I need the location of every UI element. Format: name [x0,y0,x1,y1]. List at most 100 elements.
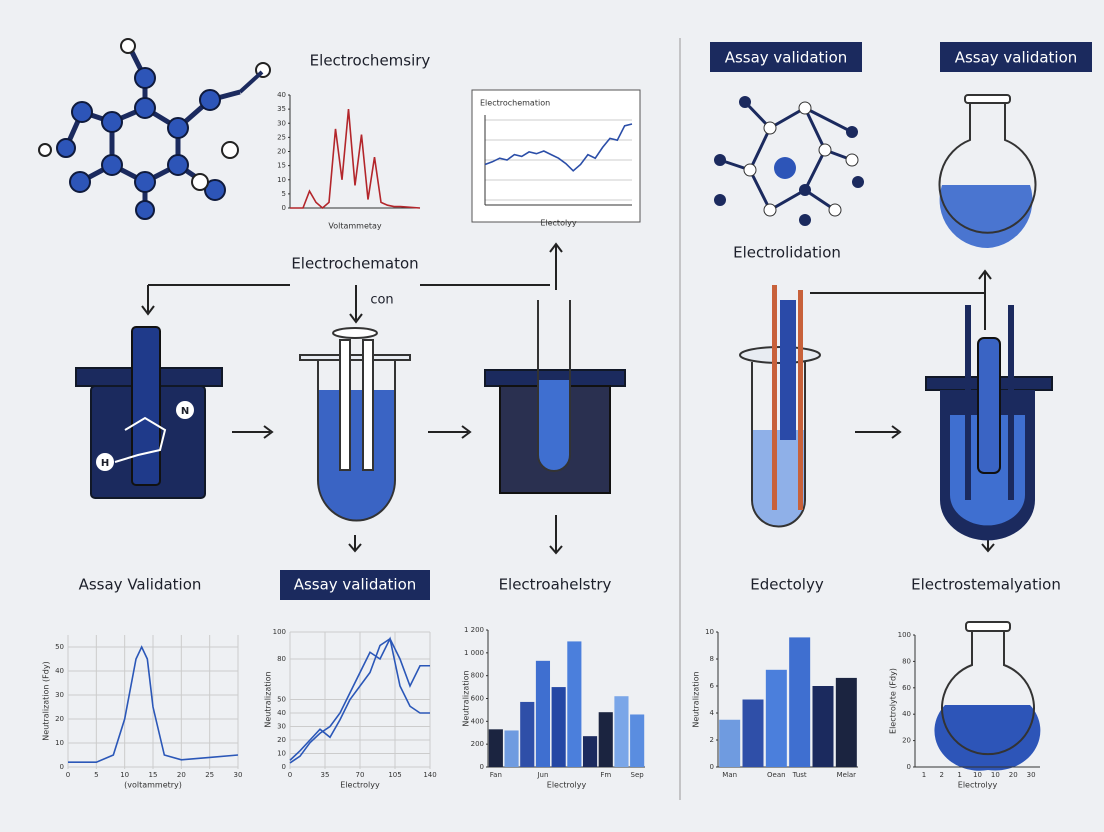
y-tick-label: 0 [710,763,714,771]
x-tick-label: 20 [177,771,186,779]
y-tick-label: 2 [710,736,714,744]
bar [742,699,764,767]
bar [535,660,551,767]
decor: N H [38,38,1092,800]
x-tick-label: 20 [1009,771,1018,779]
y-tick-label: 80 [902,657,911,665]
y-tick-label: 60 [902,684,911,692]
y-tick-label: 6 [710,682,715,690]
y-tick-label: 0 [480,763,484,771]
x-tick-label: 140 [423,771,436,779]
y-tick-label: 10 [705,628,714,636]
x-tick-label: 0 [288,771,292,779]
y-tick-label: 80 [277,655,286,663]
y-tick-label: 10 [277,176,286,184]
y-tick-label: 50 [55,643,64,651]
y-tick-label: 0 [907,763,911,771]
y-tick-label: 30 [55,691,64,699]
x-tick-label: 10 [973,771,982,779]
bar [582,736,598,767]
x-tick-label: Oean [767,771,786,779]
x-tick-label: 1 [957,771,961,779]
svg-text:N: N [181,406,189,417]
x-tick-label: 35 [321,771,330,779]
bar [520,701,535,767]
x-tick-label: Fm [600,771,611,779]
x-tick-label: 105 [388,771,401,779]
line [290,109,421,210]
y-axis-label: Neutralization [264,671,273,727]
y-tick-label: 200 [471,740,484,748]
box-label: Assay validation [725,49,848,67]
y-tick-label: 20 [277,148,286,156]
label: Electrolidation [733,244,841,262]
svg-text:H: H [101,458,109,469]
x-axis-label: Electrolyy [547,781,587,790]
bar [598,712,613,767]
x-tick-label: 1 [922,771,926,779]
bar [504,730,519,767]
y-tick-label: 0 [60,763,64,771]
y-tick-label: 15 [277,162,286,170]
y-tick-label: 1 000 [464,649,484,657]
x-tick-label: Sep [631,771,645,779]
y-axis-label: Neutralization [692,671,701,727]
x-tick-label: 10 [991,771,1000,779]
y-tick-label: 5 [282,190,286,198]
y-axis-label: Neutralization [462,670,471,726]
x-tick-label: 70 [356,771,365,779]
label: Electrostemalyation [911,576,1061,594]
chart-title: Electrochemation [480,99,550,108]
y-tick-label: 40 [902,710,911,718]
y-tick-label: 20 [55,715,64,723]
x-tick-label: Jun [536,771,548,779]
label: Electrochematon [291,255,418,273]
bar [835,677,857,767]
y-tick-label: 20 [277,736,286,744]
y-tick-label: 4 [710,709,715,717]
y-axis-label: Electrolyte (Fdy) [889,668,898,734]
line [289,637,430,761]
y-axis-label: Neutralization (Fdy) [42,661,51,740]
y-tick-label: 600 [471,695,484,703]
y-tick-label: 0 [282,763,286,771]
y-tick-label: 100 [898,631,911,639]
bar [789,637,811,767]
x-tick-label: 5 [94,771,98,779]
y-tick-label: 10 [55,739,64,747]
y-tick-label: 800 [471,672,484,680]
x-tick-label: 30 [234,771,243,779]
label: Electroahelstry [499,576,612,594]
y-tick-label: 8 [710,655,714,663]
bar [614,696,629,767]
label: Assay Validation [79,576,202,594]
y-tick-label: 100 [273,628,286,636]
y-tick-label: 20 [902,737,911,745]
y-tick-label: 25 [277,133,286,141]
y-tick-label: 30 [277,723,286,731]
bar [630,714,645,767]
box-label: Assay validation [294,576,417,594]
x-tick-label: 2 [940,771,944,779]
y-tick-label: 0 [282,204,286,212]
x-tick-label: Melar [837,771,857,779]
x-tick-label: 0 [66,771,70,779]
x-axis-label: Electolyy [540,219,577,228]
y-tick-label: 40 [277,91,286,99]
x-tick-label: Fan [490,771,502,779]
x-tick-label: 30 [1027,771,1036,779]
x-axis-label: (voltammetry) [124,781,182,790]
label: con [370,293,393,308]
y-tick-label: 10 [277,750,286,758]
line [289,636,430,764]
bar [812,686,834,767]
bar [567,641,582,767]
label: Edectolyy [750,576,824,594]
label: Electrochemsiry [310,52,431,70]
y-tick-label: 1 200 [464,626,484,634]
line [68,645,239,763]
y-tick-label: 35 [277,105,286,113]
x-axis-label: Electrolyy [958,781,998,790]
y-tick-label: 30 [277,119,286,127]
bar [765,669,787,767]
